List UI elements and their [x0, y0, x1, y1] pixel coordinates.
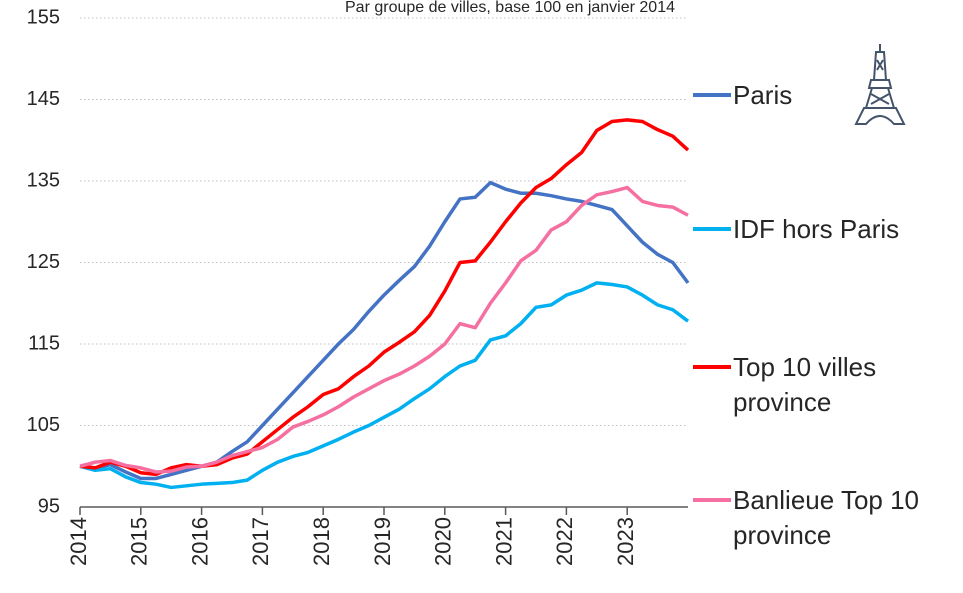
x-tick-label: 2020: [431, 517, 456, 566]
y-tick-label: 95: [38, 495, 60, 517]
y-tick-label: 125: [27, 251, 60, 273]
y-tick-label: 115: [28, 332, 60, 354]
x-tick-label: 2021: [491, 517, 516, 566]
legend-marker: [693, 365, 731, 369]
legend-label: Banlieue Top 10 province: [733, 485, 920, 550]
chart-subtitle: Par groupe de villes, base 100 en janvie…: [345, 0, 675, 16]
legend-label: IDF hors Paris: [733, 214, 900, 244]
x-tick-label: 2022: [552, 517, 577, 566]
series-line: [79, 185, 689, 474]
x-tick-label: 2014: [66, 517, 91, 566]
series-line: [79, 180, 690, 481]
y-tick-label: 135: [27, 169, 60, 191]
x-tick-label: 2023: [613, 517, 638, 566]
y-tick-label: 155: [27, 6, 60, 28]
legend-label: Top 10 villes province: [733, 352, 877, 417]
x-tick-label: 2016: [187, 517, 212, 566]
legend-marker: [693, 498, 731, 502]
eiffel-icon: [854, 44, 906, 125]
y-tick-label: 145: [27, 88, 60, 110]
legend-label: Paris: [733, 80, 793, 110]
y-tick-label: 105: [27, 414, 60, 436]
x-tick-label: 2015: [127, 517, 152, 566]
x-tick-label: 2017: [248, 517, 273, 566]
legend-marker: [693, 227, 731, 231]
x-tick-label: 2019: [370, 517, 395, 566]
x-tick-label: 2018: [309, 517, 334, 566]
legend-marker: [693, 93, 731, 97]
series-line: [79, 281, 690, 490]
series-line: [79, 118, 690, 477]
